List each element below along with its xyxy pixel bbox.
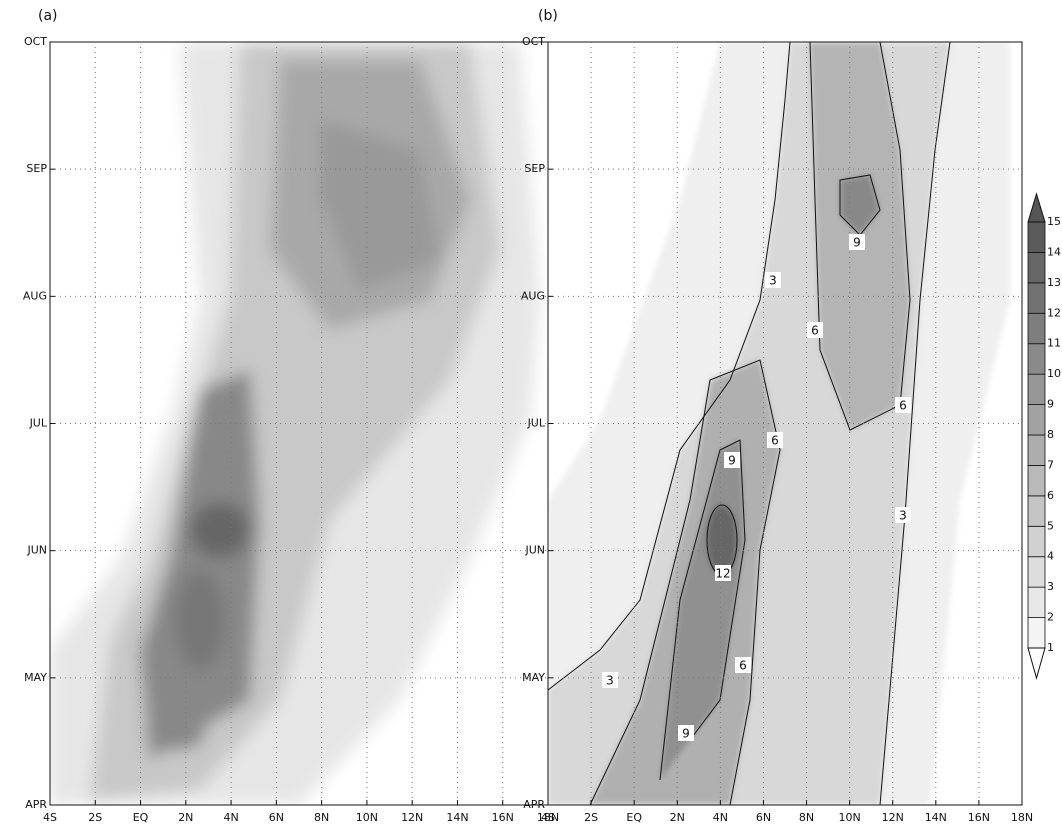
- x-tick-label: 16N: [968, 811, 990, 824]
- colorbar-label: 9: [1047, 398, 1054, 411]
- x-tick-label: 6N: [269, 811, 284, 824]
- contour-label: 6: [811, 324, 819, 338]
- colorbar-label: 12: [1047, 306, 1061, 319]
- colorbar-box: [1027, 465, 1046, 497]
- colorbar-label: 14: [1047, 245, 1061, 258]
- colorbar-label: 5: [1047, 519, 1054, 532]
- colorbar-label: 15: [1047, 215, 1061, 228]
- x-tick-label: EQ: [133, 811, 149, 824]
- y-tick-label: JUN: [524, 544, 545, 557]
- y-tick-label: JUL: [527, 417, 546, 430]
- colorbar-box: [1027, 312, 1046, 345]
- colorbar-label: 13: [1047, 276, 1061, 289]
- x-tick-label: 2S: [584, 811, 598, 824]
- y-tick-label: APR: [25, 798, 47, 811]
- colorbar-top: [1027, 192, 1046, 223]
- contour-label: 9: [853, 236, 861, 250]
- x-tick-label: 16N: [492, 811, 514, 824]
- x-tick-label: 4N: [713, 811, 728, 824]
- contour-label: 12: [715, 567, 730, 581]
- x-tick-label: 10N: [356, 811, 378, 824]
- y-tick-label: OCT: [522, 35, 545, 48]
- colorbar-box: [1027, 282, 1046, 314]
- colorbar-box: [1027, 556, 1046, 588]
- y-tick-label: SEP: [524, 162, 545, 175]
- x-tick-label: 4S: [43, 811, 57, 824]
- x-tick-label: 6N: [756, 811, 771, 824]
- contour-label: 3: [899, 509, 907, 523]
- x-tick-label: 18N: [1011, 811, 1033, 824]
- colorbar-label: 6: [1047, 489, 1054, 502]
- contour-label-bg: [602, 672, 618, 688]
- contour-label: 3: [606, 674, 614, 688]
- contour-label-bg: [765, 272, 781, 288]
- x-tick-label: 8N: [799, 811, 814, 824]
- contour-label: 3: [769, 274, 777, 288]
- colorbar-box: [1027, 617, 1046, 649]
- contour-label-bg: [735, 657, 751, 673]
- contour-label: 9: [682, 727, 690, 741]
- contour-label: 9: [728, 454, 736, 468]
- contour-label: 6: [739, 659, 747, 673]
- x-tick-label: 10N: [839, 811, 861, 824]
- colorbar-box: [1027, 343, 1046, 375]
- colorbar-box: [1027, 373, 1046, 405]
- x-tick-label: 12N: [401, 811, 423, 824]
- colorbar-label: 11: [1047, 337, 1061, 350]
- colorbar-label: 8: [1047, 428, 1054, 441]
- contour-label-bg: [715, 565, 731, 581]
- colorbar-label: 7: [1047, 458, 1054, 471]
- y-tick-label: JUN: [26, 544, 47, 557]
- x-tick-label: 2N: [670, 811, 685, 824]
- y-tick-label: APR: [523, 798, 545, 811]
- x-tick-label: 4N: [223, 811, 238, 824]
- contour-label: 6: [899, 399, 907, 413]
- contour-label: 6: [771, 434, 779, 448]
- colorbar-box: [1027, 434, 1046, 466]
- x-tick-label: 14N: [446, 811, 468, 824]
- contour-label-bg: [767, 432, 783, 448]
- contour-label-bg: [849, 234, 865, 250]
- colorbar-bottom: [1027, 647, 1046, 680]
- contour-label-bg: [724, 452, 740, 468]
- y-tick-label: AUG: [23, 289, 47, 302]
- panel-label: (b): [538, 8, 558, 24]
- colorbar-label: 1: [1047, 641, 1054, 654]
- colorbar-box: [1027, 221, 1046, 253]
- y-tick-label: JUL: [29, 417, 48, 430]
- x-tick-label: 2S: [88, 811, 102, 824]
- colorbar-box: [1027, 404, 1046, 436]
- contour-label-bg: [895, 507, 911, 523]
- x-tick-label: 12N: [882, 811, 904, 824]
- y-tick-label: MAY: [522, 671, 545, 684]
- contour-label-bg: [678, 725, 694, 741]
- contour-label-bg: [807, 322, 823, 338]
- contour-label-bg: [895, 397, 911, 413]
- y-tick-label: OCT: [24, 35, 47, 48]
- colorbar-box: [1027, 252, 1046, 284]
- colorbar-label: 3: [1047, 580, 1054, 593]
- colorbar-box: [1027, 495, 1046, 527]
- y-tick-label: AUG: [521, 289, 545, 302]
- colorbar-label: 2: [1047, 611, 1054, 624]
- x-tick-label: 8N: [314, 811, 329, 824]
- panel-label: (a): [38, 8, 58, 24]
- colorbar-label: 4: [1047, 550, 1054, 563]
- colorbar-box: [1027, 525, 1046, 558]
- x-tick-label: 18N: [537, 811, 559, 824]
- y-tick-label: MAY: [24, 671, 47, 684]
- x-tick-label: 14N: [925, 811, 947, 824]
- colorbar-label: 10: [1047, 367, 1061, 380]
- y-tick-label: SEP: [26, 162, 47, 175]
- colorbar-box: [1027, 586, 1046, 618]
- x-tick-label: EQ: [626, 811, 642, 824]
- x-tick-label: 4S: [541, 811, 555, 824]
- x-tick-label: 2N: [178, 811, 193, 824]
